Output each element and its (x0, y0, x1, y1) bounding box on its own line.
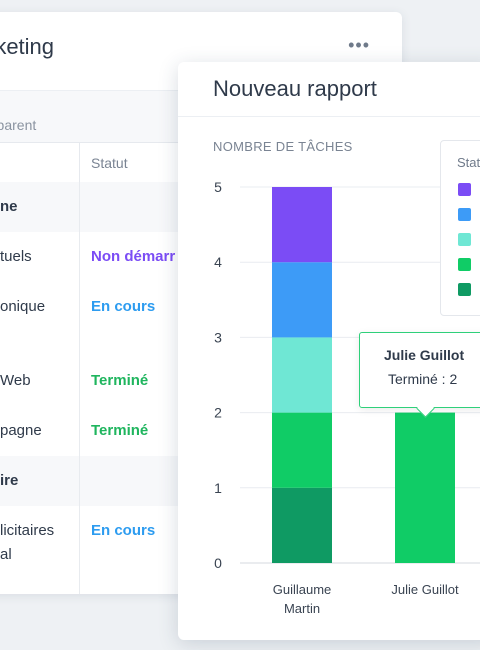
y-tick-label: 2 (214, 405, 222, 421)
y-tick-label: 4 (214, 254, 222, 270)
column-divider (79, 182, 80, 232)
task-name[interactable]: Web (0, 372, 31, 389)
column-divider (79, 356, 80, 406)
bar-segment[interactable] (272, 262, 332, 338)
y-tick-label: 3 (214, 329, 222, 345)
task-name[interactable]: ne (0, 198, 18, 215)
chart-legend: Statu (440, 140, 480, 316)
task-name[interactable]: licitaires al (0, 522, 55, 563)
legend-swatch (458, 283, 471, 296)
header-divider (178, 116, 480, 117)
legend-swatch (458, 258, 471, 271)
task-name[interactable]: pagne (0, 422, 42, 439)
status-cell[interactable]: Terminé (91, 372, 149, 389)
column-divider (79, 456, 80, 506)
column-divider (79, 143, 80, 183)
legend-swatch (458, 183, 471, 196)
column-divider (79, 580, 80, 594)
legend-title: Statu (457, 155, 480, 170)
group-by-label: r parent (0, 117, 37, 133)
y-tick-label: 1 (214, 480, 222, 496)
legend-swatch (458, 233, 471, 246)
y-tick-label: 0 (214, 555, 222, 571)
status-cell[interactable]: En cours (91, 522, 156, 539)
x-tick-label: Julie Guillot (391, 582, 459, 597)
bar-segment[interactable] (272, 337, 332, 413)
tooltip-assignee: Julie Guillot (384, 347, 465, 363)
report-title: Nouveau rapport (213, 76, 377, 101)
column-header-status[interactable]: Statut (91, 155, 128, 171)
bar-segment[interactable] (272, 487, 332, 563)
bar-segment[interactable] (395, 412, 455, 563)
task-name[interactable]: ire (0, 472, 19, 489)
legend-swatch (458, 208, 471, 221)
y-axis-title: NOMBRE DE TÂCHES (213, 139, 353, 154)
more-options-icon[interactable]: ••• (348, 35, 370, 55)
column-divider (79, 232, 80, 282)
project-title: rketing (0, 34, 55, 59)
task-name[interactable]: tuels (0, 248, 32, 265)
column-divider (79, 406, 80, 456)
status-cell[interactable]: En cours (91, 298, 156, 315)
status-cell[interactable]: Terminé (91, 422, 149, 439)
bar-tooltip: Julie Guillot Terminé : 2 (359, 332, 480, 418)
bar-segment[interactable] (272, 412, 332, 488)
x-tick-label: Guillaume Martin (272, 582, 332, 616)
column-divider (79, 506, 80, 580)
bar-segment[interactable] (272, 187, 332, 263)
column-divider (79, 282, 80, 356)
tooltip-value: Terminé : 2 (388, 371, 458, 387)
y-tick-label: 5 (214, 179, 222, 195)
task-name[interactable]: onique (0, 298, 46, 315)
status-cell[interactable]: Non démarr (91, 248, 176, 265)
